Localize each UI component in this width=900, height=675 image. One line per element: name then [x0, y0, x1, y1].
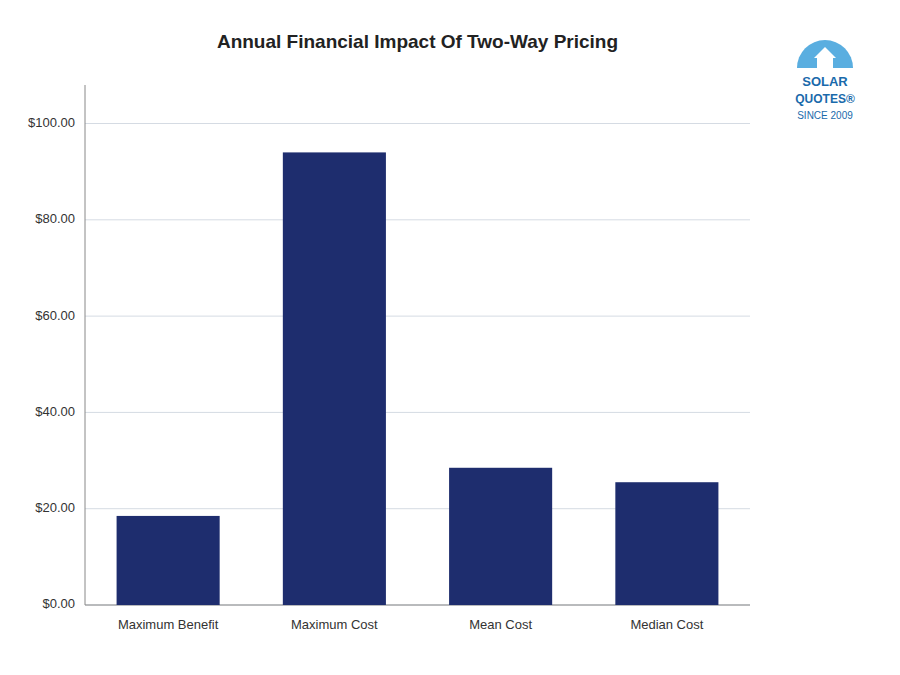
y-tick-label: $20.00	[35, 500, 75, 515]
bars	[117, 152, 719, 605]
y-axis-line	[85, 85, 86, 605]
grid-line	[85, 123, 750, 124]
y-tick-label: $100.00	[28, 115, 75, 130]
logo-text: SINCE 2009	[797, 110, 853, 121]
bar	[283, 152, 386, 605]
grid-line	[85, 219, 750, 220]
grid	[85, 124, 750, 605]
y-tick-label: $0.00	[42, 596, 75, 611]
x-tick-label: Mean Cost	[469, 617, 532, 632]
bar	[449, 468, 552, 605]
chart: $0.00 $20.00 $40.00 $60.00 $80.00 $100.00 Maxi…	[0, 0, 900, 675]
logo-house	[817, 58, 833, 68]
logo-text: SOLAR	[802, 74, 848, 89]
logo-roof	[814, 47, 836, 58]
grid-line	[85, 316, 750, 317]
x-tick-label: Maximum Cost	[291, 617, 378, 632]
logo-text: QUOTES®	[795, 92, 855, 106]
x-tick-label: Maximum Benefit	[118, 617, 219, 632]
logo-dome	[797, 40, 853, 68]
y-axis: $0.00 $20.00 $40.00 $60.00 $80.00 $100.00	[28, 85, 750, 611]
bar	[117, 516, 220, 605]
logo: SOLAR QUOTES® SINCE 2009	[795, 40, 855, 121]
y-tick-label: $80.00	[35, 211, 75, 226]
grid-line	[85, 412, 750, 413]
y-tick-label: $40.00	[35, 404, 75, 419]
bar	[615, 482, 718, 605]
x-tick-label: Median Cost	[630, 617, 703, 632]
title: Annual Financial Impact Of Two-Way Prici…	[217, 31, 618, 52]
y-tick-label: $60.00	[35, 308, 75, 323]
x-axis: Maximum Benefit Maximum Cost Mean Cost Medi…	[118, 617, 704, 632]
